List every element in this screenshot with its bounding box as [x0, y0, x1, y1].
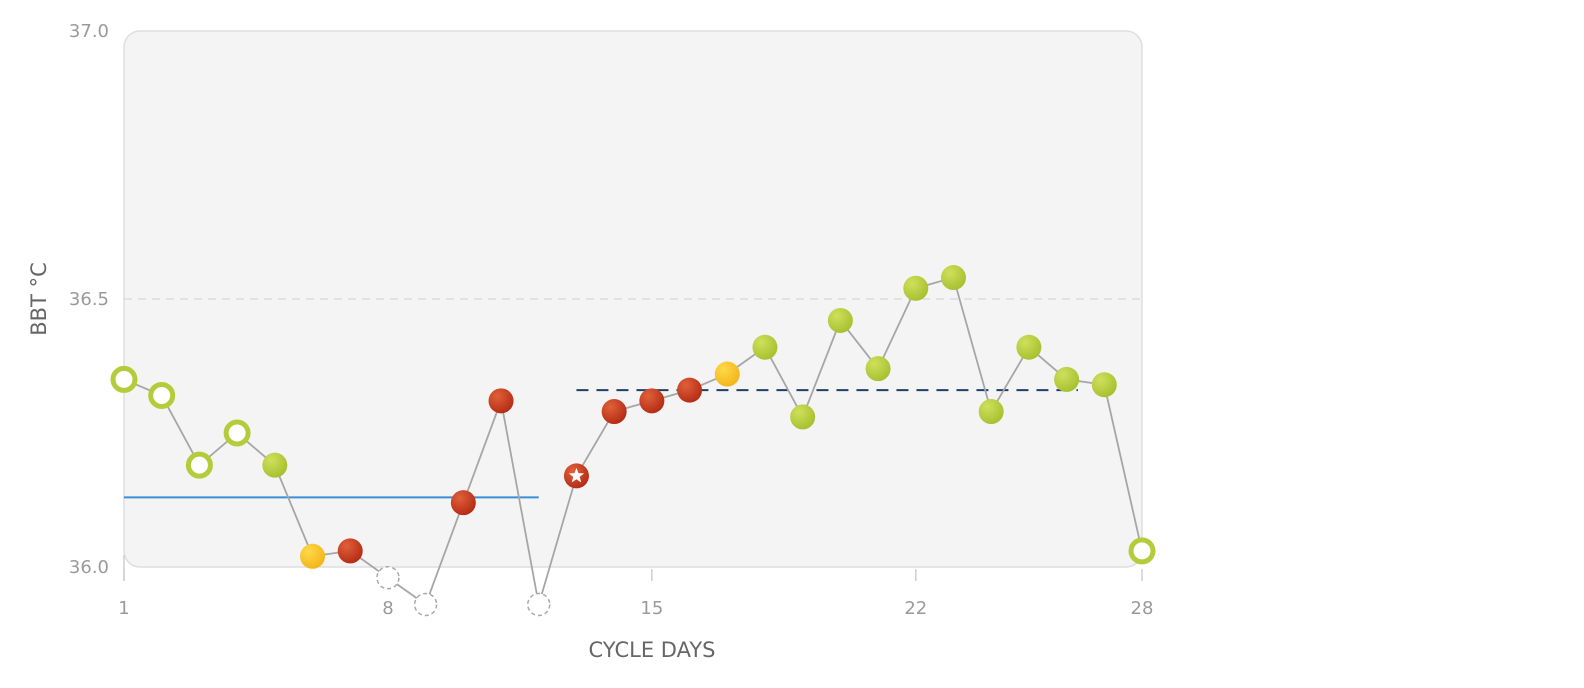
data-point-day-28 — [1128, 537, 1156, 565]
point-marker — [337, 538, 363, 564]
point-marker — [185, 451, 213, 479]
data-point-day-14 — [601, 399, 627, 425]
data-point-day-2 — [148, 381, 176, 409]
temperature-points — [110, 265, 1156, 617]
point-marker — [262, 452, 288, 478]
point-marker — [223, 419, 251, 447]
point-marker — [1016, 334, 1042, 360]
data-point-day-10 — [450, 490, 476, 516]
point-marker — [978, 399, 1004, 425]
data-point-day-7 — [337, 538, 363, 564]
y-axis-title: BBT °C — [27, 262, 51, 335]
x-tick-label: 15 — [640, 598, 663, 619]
data-point-day-19 — [790, 404, 816, 430]
x-axis-title: CYCLE DAYS — [589, 638, 716, 662]
point-marker — [714, 361, 740, 387]
data-point-day-8 — [376, 565, 400, 590]
data-point-day-15 — [639, 388, 665, 414]
point-marker — [300, 543, 326, 569]
data-point-day-27 — [1091, 372, 1117, 398]
series-line — [123, 276, 1143, 606]
data-point-day-25 — [1016, 334, 1042, 360]
temperature-series-line — [123, 276, 1143, 606]
point-marker — [1128, 537, 1156, 565]
y-axis-ticks: 36.0 36.5 37.0 — [69, 21, 109, 578]
point-marker — [526, 592, 551, 617]
point-marker — [752, 334, 778, 360]
point-marker — [677, 377, 703, 403]
data-point-day-20 — [827, 307, 853, 333]
point-marker — [450, 490, 476, 516]
point-marker — [148, 381, 176, 409]
data-point-day-9 — [413, 592, 438, 617]
point-marker — [790, 404, 816, 430]
data-point-day-3 — [185, 451, 213, 479]
point-marker — [827, 307, 853, 333]
data-point-day-5 — [262, 452, 288, 478]
point-marker — [110, 365, 138, 393]
point-marker — [376, 565, 400, 590]
point-marker — [940, 265, 966, 291]
point-marker — [1091, 372, 1117, 398]
x-tick-label: 28 — [1131, 598, 1154, 619]
data-point-day-11 — [488, 388, 514, 414]
point-marker — [488, 388, 514, 414]
data-point-day-17 — [714, 361, 740, 387]
y-tick-label: 36.0 — [69, 557, 109, 578]
data-point-day-12 — [526, 592, 551, 617]
y-tick-label: 36.5 — [69, 289, 109, 310]
data-point-day-1 — [110, 365, 138, 393]
x-tick-label: 8 — [382, 598, 393, 619]
data-point-day-21 — [865, 356, 891, 382]
point-marker — [903, 275, 929, 301]
x-tick-label: 1 — [118, 598, 129, 619]
data-point-day-16 — [677, 377, 703, 403]
data-point-day-6 — [300, 543, 326, 569]
star-icon — [568, 467, 585, 483]
point-marker — [1054, 366, 1080, 392]
data-point-day-23 — [940, 265, 966, 291]
point-marker — [601, 399, 627, 425]
data-point-day-22 — [903, 275, 929, 301]
point-marker — [413, 592, 438, 617]
data-point-day-4 — [223, 419, 251, 447]
data-point-day-24 — [978, 399, 1004, 425]
x-tick-label: 22 — [904, 598, 927, 619]
data-point-day-18 — [752, 334, 778, 360]
point-marker — [865, 356, 891, 382]
data-point-day-26 — [1054, 366, 1080, 392]
y-tick-label: 37.0 — [69, 21, 109, 42]
data-point-day-13 — [563, 463, 589, 489]
point-marker — [639, 388, 665, 414]
